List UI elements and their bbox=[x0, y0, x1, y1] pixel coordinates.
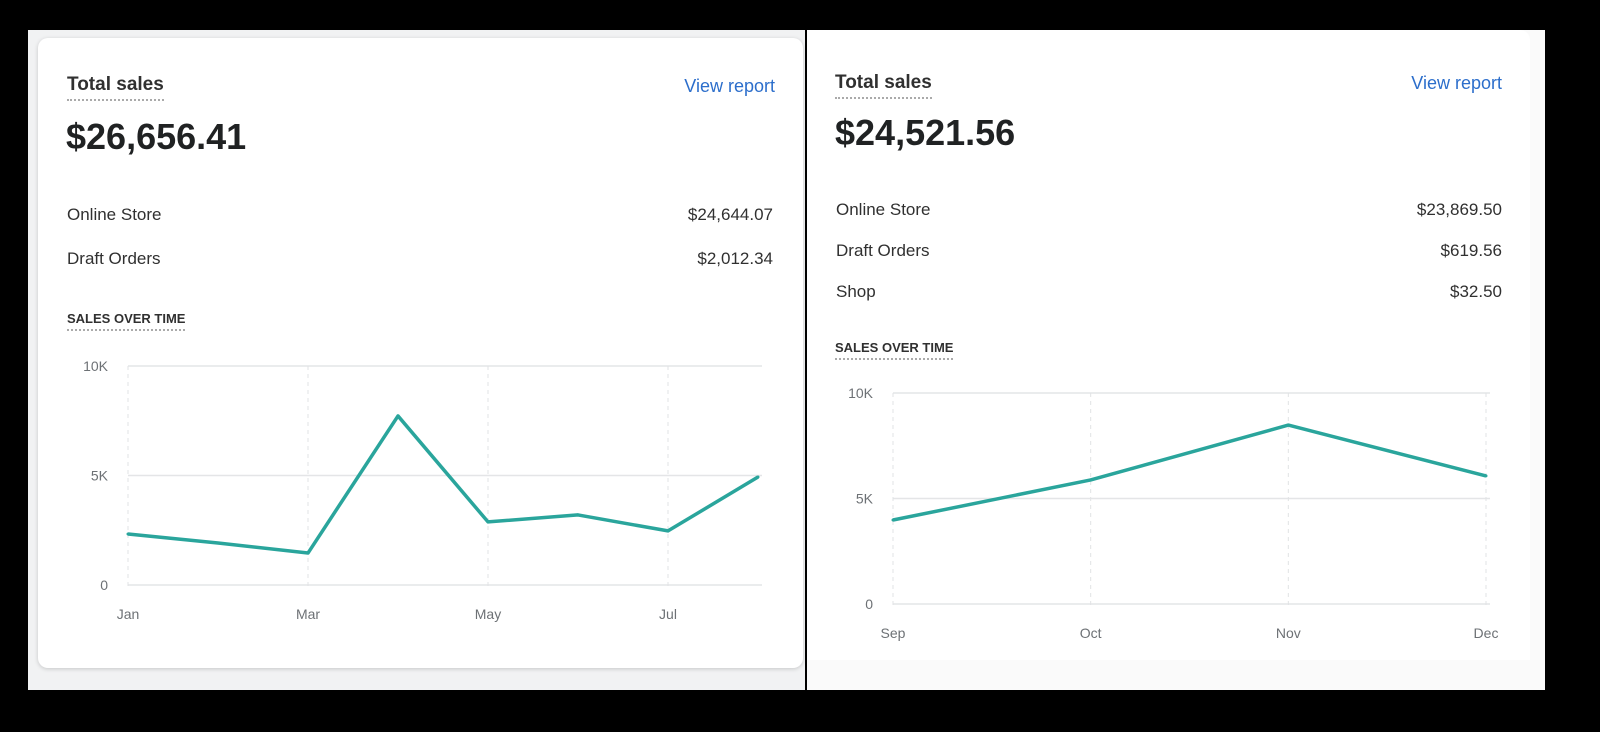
x-tick-label: Nov bbox=[1276, 625, 1301, 641]
chart-title: SALES OVER TIME bbox=[67, 311, 186, 331]
breakdown-label: Draft Orders bbox=[67, 249, 161, 268]
y-tick-label: 0 bbox=[100, 577, 108, 593]
breakdown-label: Draft Orders bbox=[836, 241, 930, 260]
sales-line bbox=[127, 414, 759, 555]
breakdown-label: Shop bbox=[836, 282, 876, 301]
breakdown-value: $619.56 bbox=[1440, 241, 1502, 260]
card-title: Total sales bbox=[67, 74, 164, 101]
chart-title: SALES OVER TIME bbox=[835, 340, 954, 360]
breakdown-label: Online Store bbox=[67, 205, 162, 224]
breakdown-row: Shop $32.50 bbox=[836, 282, 1502, 302]
x-tick-label: Oct bbox=[1080, 625, 1102, 641]
breakdown-row: Online Store $23,869.50 bbox=[836, 200, 1502, 220]
data-point bbox=[576, 513, 580, 517]
view-report-link[interactable]: View report bbox=[1411, 73, 1502, 93]
view-report-link[interactable]: View report bbox=[684, 76, 775, 96]
data-point bbox=[1286, 423, 1290, 427]
breakdown-row: Draft Orders $619.56 bbox=[836, 241, 1502, 261]
x-tick-label: May bbox=[475, 606, 501, 622]
x-tick-label: Dec bbox=[1474, 625, 1499, 641]
breakdown-value: $23,869.50 bbox=[1416, 200, 1502, 219]
breakdown-value: $32.50 bbox=[1450, 282, 1502, 301]
data-point bbox=[891, 518, 895, 522]
x-tick-label: Sep bbox=[881, 625, 906, 641]
data-point bbox=[126, 532, 130, 536]
data-point bbox=[666, 529, 670, 533]
breakdown-label: Online Store bbox=[836, 200, 931, 219]
x-tick-label: Mar bbox=[296, 606, 320, 622]
left-sales-card: Total sales View report $26,656.41 Onlin… bbox=[38, 38, 803, 668]
card-title: Total sales bbox=[835, 72, 932, 99]
right-sales-card: Total sales View report $24,521.56 Onlin… bbox=[807, 30, 1530, 660]
breakdown-row: Online Store $24,644.07 bbox=[67, 205, 773, 225]
breakdown-value: $2,012.34 bbox=[697, 249, 773, 268]
x-tick-label: Jan bbox=[117, 606, 140, 622]
data-point bbox=[756, 475, 760, 479]
total-sales-value: $26,656.41 bbox=[66, 116, 247, 157]
total-sales-value: $24,521.56 bbox=[835, 112, 1016, 153]
data-point bbox=[216, 541, 220, 545]
breakdown-value: $24,644.07 bbox=[687, 205, 773, 224]
sales-line bbox=[892, 423, 1487, 522]
data-point bbox=[486, 520, 490, 524]
y-tick-label: 10K bbox=[848, 385, 874, 401]
data-point bbox=[1484, 474, 1488, 478]
data-point bbox=[306, 551, 310, 555]
data-point bbox=[396, 414, 400, 418]
y-tick-label: 5K bbox=[856, 491, 874, 507]
breakdown-row: Draft Orders $2,012.34 bbox=[67, 249, 773, 269]
y-tick-label: 10K bbox=[83, 358, 109, 374]
y-tick-label: 5K bbox=[91, 468, 109, 484]
y-tick-label: 0 bbox=[865, 596, 873, 612]
data-point bbox=[1089, 478, 1093, 482]
x-tick-label: Jul bbox=[659, 606, 677, 622]
